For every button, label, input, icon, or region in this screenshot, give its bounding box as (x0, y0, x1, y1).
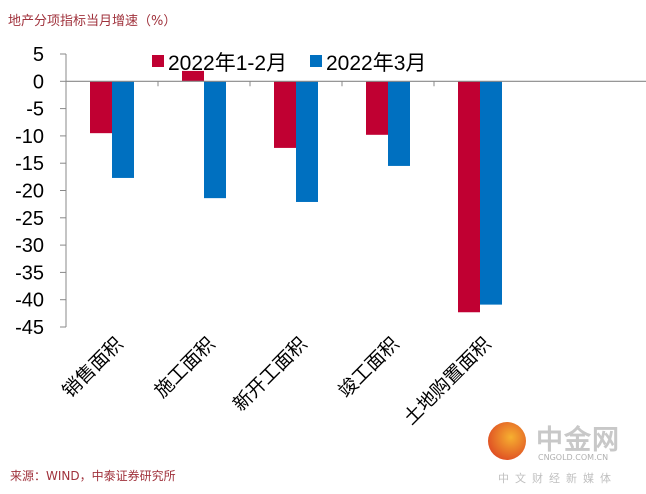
y-tick-label: 0 (33, 71, 44, 93)
watermark-url: CNGOLD.COM.CN (538, 453, 609, 462)
watermark: 中金网 CNGOLD.COM.CN 中文财经新媒体 (488, 418, 638, 488)
bar-series2 (296, 81, 318, 202)
y-tick-label: -20 (15, 181, 44, 203)
x-tick-label: 新开工面积 (229, 333, 312, 416)
y-tick-label: -15 (15, 153, 44, 175)
bar-series1 (458, 81, 480, 313)
y-tick-label: 5 (33, 44, 44, 66)
bar-series1 (366, 81, 388, 135)
bar-series2 (480, 81, 502, 305)
x-tick-label: 销售面积 (58, 333, 127, 402)
y-tick-label: -25 (15, 208, 44, 230)
watermark-logo-icon (488, 422, 526, 460)
x-tick-label: 竣工面积 (334, 333, 403, 402)
y-tick-label: -5 (26, 99, 44, 121)
legend-swatch (310, 55, 322, 67)
bar-series2 (388, 81, 410, 166)
bar-series2 (112, 81, 134, 178)
x-tick-label: 土地购置面积 (399, 333, 495, 429)
watermark-tagline: 中文财经新媒体 (498, 472, 617, 485)
chart-title: 地产分项指标当月增速（%） (8, 14, 177, 29)
bar-series2 (204, 81, 226, 199)
bar-series1 (90, 81, 112, 134)
y-tick-label: -35 (15, 262, 44, 284)
source-note: 来源：WIND，中泰证券研究所 (10, 469, 176, 483)
legend-label: 2022年3月 (326, 52, 426, 75)
legend-label: 2022年1-2月 (168, 52, 287, 75)
bar-series1 (274, 81, 296, 148)
y-tick-label: -10 (15, 126, 44, 148)
y-tick-label: -45 (15, 317, 44, 339)
bar-series1 (182, 70, 204, 82)
watermark-name: 中金网 (536, 425, 620, 456)
y-tick-label: -30 (15, 235, 44, 257)
legend-swatch (152, 55, 164, 67)
y-tick-label: -40 (15, 290, 44, 312)
x-tick-label: 施工面积 (150, 333, 219, 402)
